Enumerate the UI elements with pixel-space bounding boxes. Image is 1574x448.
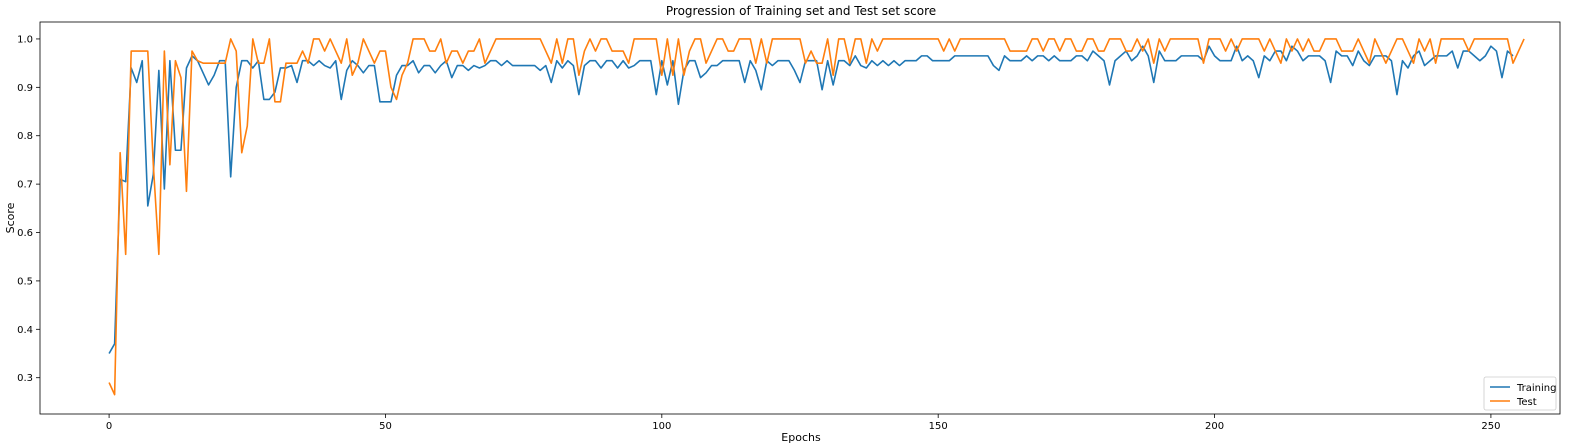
series-line-test (108, 38, 1525, 396)
x-tick-label: 200 (1205, 421, 1224, 432)
series-line-training (108, 45, 1514, 354)
chart-title: Progression of Training set and Test set… (666, 4, 936, 18)
y-tick-label: 0.6 (17, 228, 33, 239)
y-tick-label: 0.9 (17, 83, 33, 94)
y-axis-label: Score (4, 202, 17, 233)
legend-label-test: Test (1516, 397, 1537, 408)
y-tick-label: 0.3 (17, 373, 33, 384)
x-tick-label: 150 (929, 421, 948, 432)
legend: Training Test (1483, 376, 1556, 411)
y-tick-label: 1.0 (17, 34, 33, 45)
legend-label-training: Training (1516, 383, 1556, 394)
x-axis: 0 50 100 150 200 250 (106, 414, 1500, 432)
plot-area: 0 50 100 150 200 250 0.3 0.4 0.5 0.6 0.7 0.8 0.9 1.0 (17, 21, 1561, 432)
y-tick-label: 0.7 (17, 180, 33, 191)
x-tick-label: 250 (1481, 421, 1500, 432)
y-axis: 0.3 0.4 0.5 0.6 0.7 0.8 0.9 1.0 (17, 34, 40, 384)
x-axis-label: Epochs (781, 431, 821, 444)
y-tick-label: 0.4 (17, 325, 33, 336)
x-tick-label: 100 (652, 421, 671, 432)
y-tick-label: 0.5 (17, 276, 33, 287)
plot-frame (39, 21, 1561, 415)
y-tick-label: 0.8 (17, 131, 33, 142)
x-tick-label: 50 (379, 421, 392, 432)
x-tick-label: 0 (106, 421, 112, 432)
series-lines (108, 38, 1525, 396)
